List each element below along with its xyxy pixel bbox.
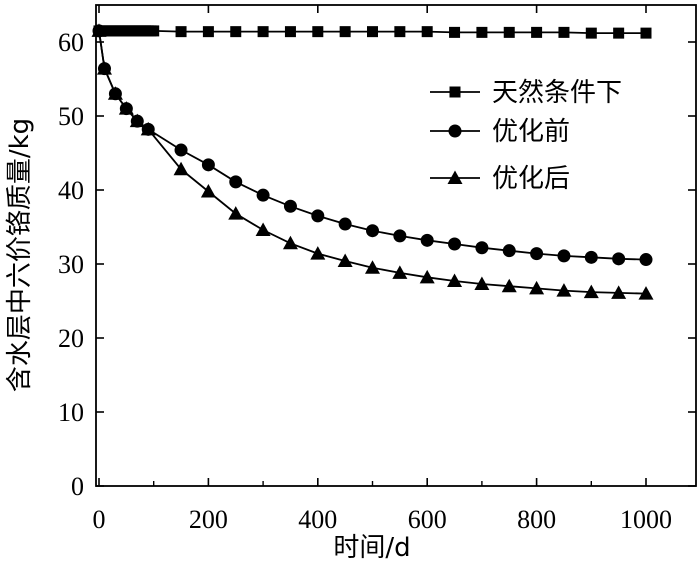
x-tick-label: 200	[189, 505, 228, 534]
series-3	[91, 23, 654, 300]
axis-ticks	[96, 5, 696, 487]
series-layer	[91, 23, 654, 300]
square-marker	[312, 26, 324, 38]
triangle-marker	[529, 280, 545, 295]
triangle-marker	[583, 284, 599, 299]
y-axis-title: 含水层中六价铬质量/kg	[5, 118, 35, 392]
square-marker	[284, 26, 296, 38]
triangle-marker	[140, 121, 156, 136]
plot-frame	[95, 4, 697, 487]
circle-marker	[612, 252, 626, 266]
triangle-marker	[96, 61, 112, 75]
circle-marker	[283, 199, 297, 213]
triangle-marker	[447, 170, 463, 184]
square-marker	[394, 26, 406, 38]
x-tick-label: 400	[298, 505, 337, 534]
circle-marker	[584, 250, 598, 264]
x-tick-label: 1000	[620, 505, 672, 534]
circle-marker	[448, 237, 462, 251]
triangle-marker	[282, 235, 298, 250]
triangle-marker	[447, 273, 463, 288]
x-tick-label: 0	[93, 505, 106, 534]
circle-marker	[530, 247, 544, 261]
y-tick-label: 60	[58, 28, 84, 57]
square-marker	[449, 86, 461, 98]
legend-item: 优化前	[430, 117, 570, 147]
triangle-marker	[419, 269, 435, 284]
triangle-marker	[310, 246, 326, 260]
triangle-marker	[556, 283, 572, 297]
circle-marker	[448, 124, 462, 138]
circle-marker	[366, 224, 379, 238]
triangle-marker	[392, 265, 408, 279]
axis-tick-labels: 0 200 400 600 800 1000 0 10 20 30 40 50 60	[58, 28, 672, 534]
legend-label: 天然条件下	[492, 78, 622, 108]
circle-marker	[311, 209, 325, 223]
y-tick-label: 20	[58, 324, 84, 353]
y-tick-label: 40	[58, 176, 84, 205]
circle-marker	[502, 244, 516, 258]
triangle-marker	[611, 285, 627, 299]
x-axis-title: 时间/d	[333, 533, 410, 563]
circle-marker	[256, 188, 270, 202]
square-marker	[503, 26, 515, 38]
y-tick-label: 0	[71, 472, 84, 501]
y-tick-label: 50	[58, 102, 84, 131]
triangle-marker	[200, 183, 216, 198]
square-marker	[257, 26, 269, 38]
circle-marker	[420, 233, 434, 247]
triangle-marker	[501, 278, 517, 293]
legend-label: 优化后	[492, 164, 570, 194]
legend-item: 优化后	[430, 164, 570, 194]
triangle-marker	[638, 286, 654, 300]
square-marker	[613, 27, 625, 39]
circle-marker	[475, 241, 489, 255]
square-marker	[476, 26, 488, 38]
circle-marker	[229, 175, 243, 189]
circle-marker	[639, 253, 653, 267]
triangle-marker	[91, 23, 107, 37]
triangle-marker	[107, 86, 123, 100]
square-marker	[558, 26, 570, 38]
square-marker	[640, 27, 652, 39]
y-tick-label: 10	[58, 398, 84, 427]
triangle-marker	[129, 113, 145, 128]
triangle-marker	[118, 101, 134, 115]
legend-item: 天然条件下	[430, 78, 622, 108]
square-marker	[339, 26, 351, 38]
circle-marker	[174, 143, 188, 157]
x-tick-label: 800	[517, 505, 556, 534]
square-marker	[449, 26, 461, 38]
triangle-marker	[337, 253, 353, 268]
square-marker	[148, 25, 160, 37]
circle-marker	[393, 229, 407, 243]
triangle-marker	[255, 222, 271, 236]
triangle-marker	[474, 276, 490, 290]
triangle-marker	[365, 260, 380, 274]
triangle-marker	[228, 206, 244, 220]
square-marker	[202, 26, 214, 38]
x-tick-label: 600	[408, 505, 447, 534]
square-marker	[230, 26, 242, 38]
y-tick-label: 30	[58, 250, 84, 279]
square-marker	[585, 27, 597, 39]
circle-marker	[338, 217, 352, 231]
circle-marker	[201, 158, 215, 172]
square-marker	[175, 26, 187, 38]
circle-marker	[557, 249, 571, 263]
triangle-marker	[173, 161, 189, 176]
square-marker	[531, 26, 543, 38]
square-marker	[421, 26, 433, 38]
series-1	[93, 25, 652, 39]
square-marker	[367, 26, 378, 38]
legend-label: 优化前	[492, 117, 570, 147]
